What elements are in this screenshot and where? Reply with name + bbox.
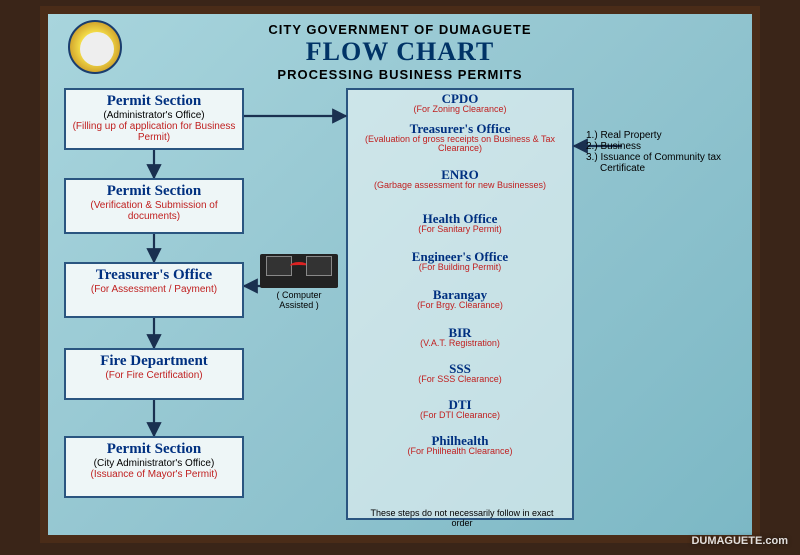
right-step-1: Treasurer's Office(Evaluation of gross r… <box>350 122 570 154</box>
left-step-2: Treasurer's Office(For Assessment / Paym… <box>64 262 244 318</box>
step-title: Permit Section <box>70 441 238 458</box>
step-detail: (For Fire Certification) <box>70 370 238 381</box>
step-detail: (Evaluation of gross receipts on Busines… <box>352 135 568 154</box>
step-title: Permit Section <box>70 183 238 200</box>
sidenote-item: 1.) Real Property <box>586 130 722 141</box>
flowchart-body: Permit Section(Administrator's Office)(F… <box>62 86 738 526</box>
right-step-5: Barangay(For Brgy. Clearance) <box>350 288 570 310</box>
step-detail: (For Sanitary Permit) <box>352 225 568 234</box>
step-detail: (For Building Permit) <box>352 263 568 272</box>
step-sub: (City Administrator's Office) <box>70 458 238 469</box>
step-title: Permit Section <box>70 93 238 110</box>
computer-label: ( Computer Assisted ) <box>260 290 338 310</box>
footnote: These steps do not necessarily follow in… <box>362 508 562 528</box>
flowchart-board: CITY GOVERNMENT OF DUMAGUETE FLOW CHART … <box>40 6 760 543</box>
step-sub: (Administrator's Office) <box>70 110 238 121</box>
step-detail: (For DTI Clearance) <box>352 411 568 420</box>
right-step-9: Philhealth(For Philhealth Clearance) <box>350 434 570 456</box>
right-step-3: Health Office(For Sanitary Permit) <box>350 212 570 234</box>
step-detail: (Issuance of Mayor's Permit) <box>70 469 238 480</box>
left-step-0: Permit Section(Administrator's Office)(F… <box>64 88 244 150</box>
step-detail: (V.A.T. Registration) <box>352 339 568 348</box>
right-step-8: DTI(For DTI Clearance) <box>350 398 570 420</box>
org-name: CITY GOVERNMENT OF DUMAGUETE <box>62 22 738 37</box>
left-step-3: Fire Department(For Fire Certification) <box>64 348 244 400</box>
computer-assisted-icon: ( Computer Assisted ) <box>260 254 338 304</box>
right-step-7: SSS(For SSS Clearance) <box>350 362 570 384</box>
subtitle: PROCESSING BUSINESS PERMITS <box>62 67 738 82</box>
step-detail: (Filling up of application for Business … <box>70 121 238 143</box>
step-detail: (For Zoning Clearance) <box>352 105 568 114</box>
city-seal-icon <box>68 20 122 74</box>
watermark: DUMAGUETE.com <box>691 535 788 547</box>
step-detail: (For SSS Clearance) <box>352 375 568 384</box>
step-detail: (For Philhealth Clearance) <box>352 447 568 456</box>
left-step-4: Permit Section(City Administrator's Offi… <box>64 436 244 498</box>
header: CITY GOVERNMENT OF DUMAGUETE FLOW CHART … <box>62 22 738 82</box>
sidenote-item: 3.) Issuance of Community tax Certificat… <box>586 152 722 174</box>
step-detail: (Garbage assessment for new Businesses) <box>352 181 568 190</box>
step-detail: (Verification & Submission of documents) <box>70 200 238 222</box>
step-detail: (For Brgy. Clearance) <box>352 301 568 310</box>
left-step-1: Permit Section(Verification & Submission… <box>64 178 244 234</box>
step-title: Treasurer's Office <box>70 267 238 284</box>
step-title: Fire Department <box>70 353 238 370</box>
main-title: FLOW CHART <box>62 37 738 67</box>
right-step-0: CPDO(For Zoning Clearance) <box>350 92 570 114</box>
sidenote-item: 2.) Business <box>586 141 722 152</box>
step-detail: (For Assessment / Payment) <box>70 284 238 295</box>
right-step-4: Engineer's Office(For Building Permit) <box>350 250 570 272</box>
right-step-2: ENRO(Garbage assessment for new Business… <box>350 168 570 190</box>
right-step-6: BIR(V.A.T. Registration) <box>350 326 570 348</box>
sidenote: 1.) Real Property 2.) Business 3.) Issua… <box>586 130 722 174</box>
